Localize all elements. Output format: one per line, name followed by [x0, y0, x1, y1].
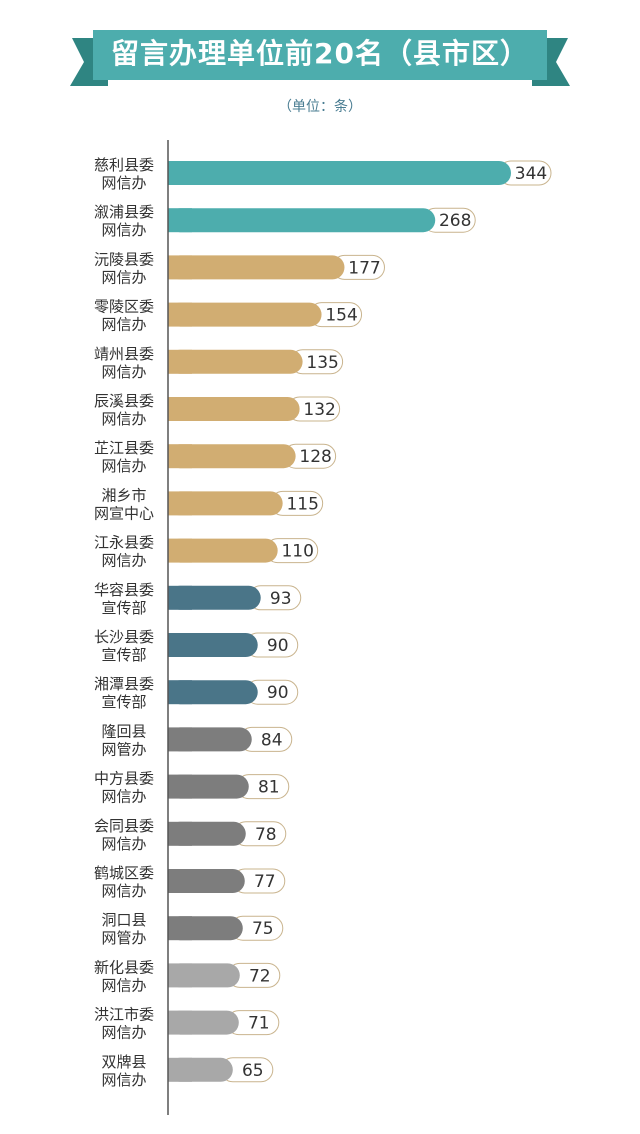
category-label: 网宣中心	[94, 504, 154, 522]
data-label: 93	[270, 589, 292, 609]
data-label: 90	[267, 636, 289, 656]
category-label: 中方县委	[94, 770, 154, 788]
bar	[168, 349, 303, 374]
bar-left-cap	[168, 444, 192, 469]
category-label: 网信办	[101, 363, 146, 381]
bar-left-cap	[168, 633, 192, 657]
chart-title: 留言办理单位前20名（县市区）	[111, 37, 529, 70]
data-label: 128	[299, 447, 331, 467]
data-label: 110	[281, 542, 313, 562]
data-label: 135	[306, 353, 338, 373]
bar-left-cap	[168, 585, 192, 610]
bar-chart-svg: 344慈利县委网信办268溆浦县委网信办177沅陵县委网信办154零陵区委网信办…	[94, 140, 552, 1115]
bar-left-cap	[168, 538, 192, 563]
category-label: 网信办	[101, 221, 146, 239]
category-label: 网管办	[101, 740, 146, 758]
data-label: 71	[248, 1014, 270, 1034]
category-label: 隆回县	[101, 722, 146, 740]
bar-left-cap	[168, 349, 192, 374]
category-label: 网信办	[101, 552, 146, 570]
category-label: 湘潭县委	[94, 675, 154, 693]
bar	[168, 491, 283, 516]
bar-chart: 344 慈利县委 网信办 268 溆浦县委 网信办 177 沅陵县委 网信办 154 零陵区委 网信办…	[0, 140, 640, 1120]
category-label: 网信办	[101, 1071, 146, 1089]
category-label: 双牌县	[101, 1053, 146, 1071]
bar	[168, 397, 300, 421]
bar	[168, 302, 322, 327]
category-label: 网管办	[101, 929, 146, 947]
banner-ribbon-shape	[70, 30, 570, 86]
category-label: 网信办	[101, 976, 146, 994]
category-label: 网信办	[101, 882, 146, 900]
data-label: 115	[286, 494, 318, 514]
category-label: 会同县委	[94, 817, 154, 835]
bar-left-cap	[168, 491, 192, 516]
category-label: 鹤城区委	[94, 864, 154, 882]
category-label: 网信办	[101, 174, 146, 192]
category-label: 网信办	[101, 1024, 146, 1042]
category-label: 网信办	[101, 410, 146, 428]
data-label: 81	[258, 778, 280, 798]
bar-left-cap	[168, 1010, 192, 1035]
unit-note: （单位：条）	[278, 99, 362, 115]
data-label: 72	[249, 966, 271, 986]
category-label: 江永县委	[94, 534, 154, 552]
category-label: 芷江县委	[94, 439, 154, 457]
category-label: 慈利县委	[94, 156, 154, 174]
category-label: 湘乡市	[101, 486, 146, 504]
bar-left-cap	[168, 1057, 192, 1082]
category-label: 宣传部	[101, 599, 146, 617]
bar-left-cap	[168, 161, 192, 185]
category-label: 零陵区委	[94, 298, 154, 316]
category-label: 长沙县委	[94, 628, 154, 646]
category-label: 洪江市委	[94, 1006, 154, 1024]
category-label: 网信办	[101, 316, 146, 334]
bar	[168, 444, 296, 469]
data-label: 268	[439, 211, 471, 231]
bar-left-cap	[168, 255, 192, 280]
category-label: 宣传部	[101, 693, 146, 711]
category-label: 网信办	[101, 788, 146, 806]
category-label: 新化县委	[94, 958, 154, 976]
bar-left-cap	[168, 680, 192, 705]
bar	[168, 255, 345, 280]
bar-left-cap	[168, 727, 192, 752]
bar	[168, 538, 278, 563]
bar-left-cap	[168, 302, 192, 327]
bar-left-cap	[168, 869, 192, 893]
category-label: 华容县委	[94, 581, 154, 599]
data-label: 78	[255, 825, 277, 845]
bar-left-cap	[168, 916, 192, 941]
data-label: 77	[254, 872, 276, 892]
category-label: 网信办	[101, 457, 146, 475]
data-label: 132	[303, 400, 335, 420]
category-label: 网信办	[101, 268, 146, 286]
data-label: 84	[261, 730, 283, 750]
category-label: 沅陵县委	[94, 250, 154, 268]
category-label: 溆浦县委	[94, 203, 154, 221]
bar-left-cap	[168, 821, 192, 846]
data-label: 177	[348, 258, 380, 278]
data-label: 65	[242, 1061, 264, 1081]
bar	[168, 161, 511, 185]
title-banner: 留言办理单位前20名（县市区）	[0, 0, 640, 100]
bar-left-cap	[168, 963, 192, 988]
bar-left-cap	[168, 774, 192, 799]
bar-left-cap	[168, 208, 192, 233]
data-label: 154	[325, 306, 357, 326]
category-label: 网信办	[101, 835, 146, 853]
category-label: 辰溪县委	[94, 392, 154, 410]
data-label: 90	[267, 683, 289, 703]
bar-left-cap	[168, 397, 192, 421]
bar	[168, 208, 436, 233]
data-label: 75	[252, 919, 274, 939]
category-label: 宣传部	[101, 646, 146, 664]
category-label: 靖州县委	[94, 345, 154, 363]
data-label: 344	[515, 164, 547, 184]
category-label: 洞口县	[101, 911, 146, 929]
